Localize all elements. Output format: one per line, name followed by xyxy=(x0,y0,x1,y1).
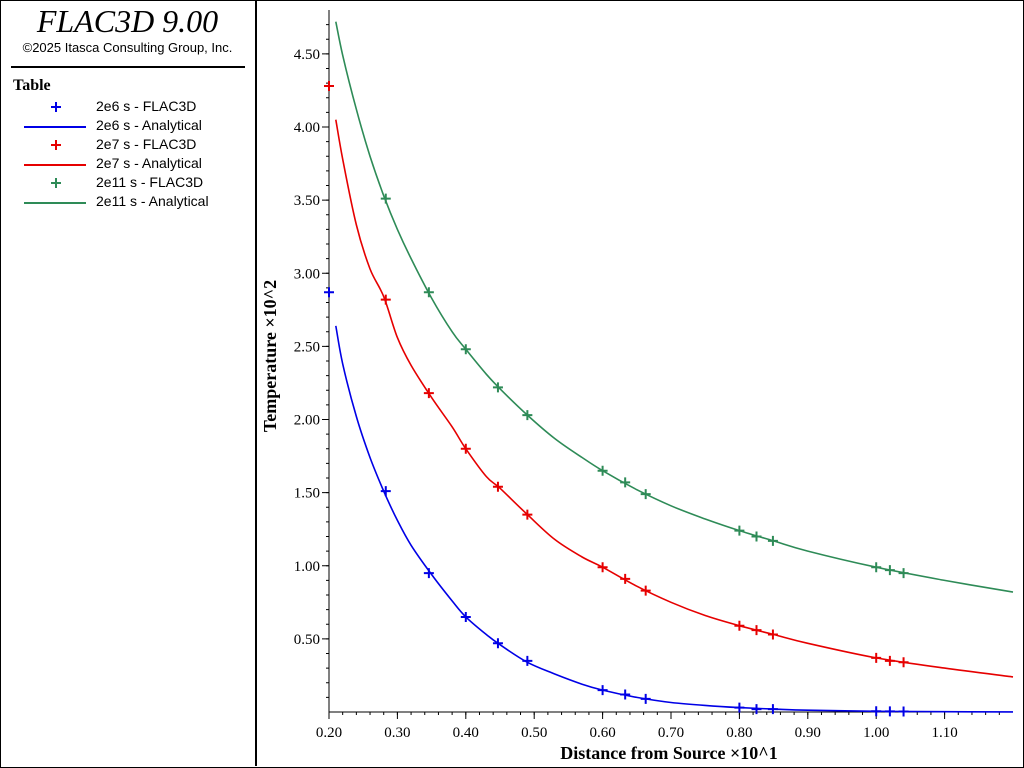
data-point-marker xyxy=(751,625,762,636)
legend-item: 2e11 s - FLAC3D xyxy=(0,173,255,192)
line-swatch-icon xyxy=(24,202,86,204)
data-point-marker xyxy=(640,585,651,596)
y-tick-label: 1.00 xyxy=(294,559,320,575)
y-tick-label: 0.50 xyxy=(294,632,320,648)
data-point-marker xyxy=(871,562,882,573)
legend-item-label: 2e6 s - Analytical xyxy=(96,117,202,133)
data-point-marker xyxy=(734,620,745,631)
legend-item: 2e6 s - Analytical xyxy=(0,116,255,135)
data-point-marker xyxy=(380,486,391,497)
legend-title: Table xyxy=(13,77,51,94)
x-tick-label: 0.60 xyxy=(589,725,615,741)
data-point-marker xyxy=(492,481,503,492)
data-point-marker xyxy=(898,657,909,668)
copyright-text: ©2025 Itasca Consulting Group, Inc. xyxy=(22,40,233,55)
data-point-marker xyxy=(460,443,471,454)
plus-marker-icon xyxy=(51,178,61,188)
y-tick-label: 2.00 xyxy=(294,413,320,429)
data-point-marker xyxy=(884,706,895,717)
data-point-marker xyxy=(884,655,895,666)
data-point-marker xyxy=(640,489,651,500)
y-tick-label: 3.00 xyxy=(294,266,320,282)
legend-item-label: 2e6 s - FLAC3D xyxy=(96,98,197,114)
data-point-marker xyxy=(767,629,778,640)
x-tick-label: 0.30 xyxy=(384,725,410,741)
data-point-marker xyxy=(423,287,434,298)
data-point-marker xyxy=(620,573,631,584)
y-tick-label: 1.50 xyxy=(294,486,320,502)
x-tick-label: 0.70 xyxy=(658,725,684,741)
data-point-marker xyxy=(640,693,651,704)
data-point-marker xyxy=(597,562,608,573)
data-point-marker xyxy=(734,525,745,536)
app-title: FLAC3D 9.00 xyxy=(36,3,219,39)
x-tick-label: 1.00 xyxy=(863,725,889,741)
data-point-marker xyxy=(734,702,745,713)
data-point-marker xyxy=(423,388,434,399)
legend-item: 2e6 s - FLAC3D xyxy=(0,97,255,116)
data-point-marker xyxy=(751,531,762,542)
data-point-marker xyxy=(460,344,471,355)
y-tick-label: 4.50 xyxy=(294,47,320,63)
line-swatch-icon xyxy=(24,164,86,166)
x-tick-label: 0.20 xyxy=(316,725,342,741)
data-point-marker xyxy=(898,568,909,579)
data-point-marker xyxy=(522,655,533,666)
data-point-marker xyxy=(597,685,608,696)
data-point-marker xyxy=(324,287,334,298)
title-divider xyxy=(11,66,245,68)
data-point-marker xyxy=(751,704,762,715)
y-tick-label: 2.50 xyxy=(294,339,320,355)
x-tick-label: 1.10 xyxy=(931,725,957,741)
legend-item: 2e7 s - Analytical xyxy=(0,154,255,173)
x-axis-label: Distance from Source ×10^1 xyxy=(560,743,778,763)
y-axis-label: Temperature ×10^2 xyxy=(260,280,280,432)
series-line xyxy=(335,119,1014,678)
data-point-marker xyxy=(620,689,631,700)
data-point-marker xyxy=(324,81,334,92)
data-point-marker xyxy=(884,565,895,576)
x-tick-label: 0.80 xyxy=(726,725,752,741)
plus-marker-icon xyxy=(51,102,61,112)
data-point-marker xyxy=(871,706,882,717)
axes: 0.50 1.00 1.50 2.00 2.50 3.00 3.50 4.00 4.50 0.20… xyxy=(294,10,1013,741)
data-point-marker xyxy=(492,382,503,393)
data-point-marker xyxy=(522,410,533,421)
line-swatch-icon xyxy=(24,126,86,128)
sidebar: FLAC3D 9.00 ©2025 Itasca Consulting Grou… xyxy=(0,0,257,766)
data-point-marker xyxy=(898,706,909,717)
legend-item-label: 2e11 s - Analytical xyxy=(96,193,209,209)
data-point-marker xyxy=(492,638,503,649)
legend-item-label: 2e11 s - FLAC3D xyxy=(96,174,204,190)
x-tick-label: 0.90 xyxy=(795,725,821,741)
chart: 0.50 1.00 1.50 2.00 2.50 3.00 3.50 4.00 4.50 0.20… xyxy=(260,10,1014,763)
legend-item: 2e11 s - Analytical xyxy=(0,192,255,211)
data-point-marker xyxy=(460,611,471,622)
x-tick-label: 0.40 xyxy=(453,725,479,741)
y-tick-label: 3.50 xyxy=(294,193,320,209)
data-point-marker xyxy=(767,704,778,715)
data-point-marker xyxy=(522,509,533,520)
x-tick-label: 0.50 xyxy=(521,725,547,741)
data-point-marker xyxy=(871,652,882,663)
data-point-marker xyxy=(620,477,631,488)
legend-item-label: 2e7 s - FLAC3D xyxy=(96,136,197,152)
plus-marker-icon xyxy=(51,140,61,150)
y-tick-label: 4.00 xyxy=(294,120,320,136)
legend-item: 2e7 s - FLAC3D xyxy=(0,135,255,154)
data-point-marker xyxy=(767,535,778,546)
data-point-marker xyxy=(380,193,391,204)
legend-item-label: 2e7 s - Analytical xyxy=(96,155,202,171)
series-line xyxy=(335,21,1014,593)
data-point-marker xyxy=(380,294,391,305)
series-layer xyxy=(324,21,1014,717)
data-point-marker xyxy=(597,465,608,476)
data-point-marker xyxy=(423,568,434,579)
series-line xyxy=(335,325,1014,713)
